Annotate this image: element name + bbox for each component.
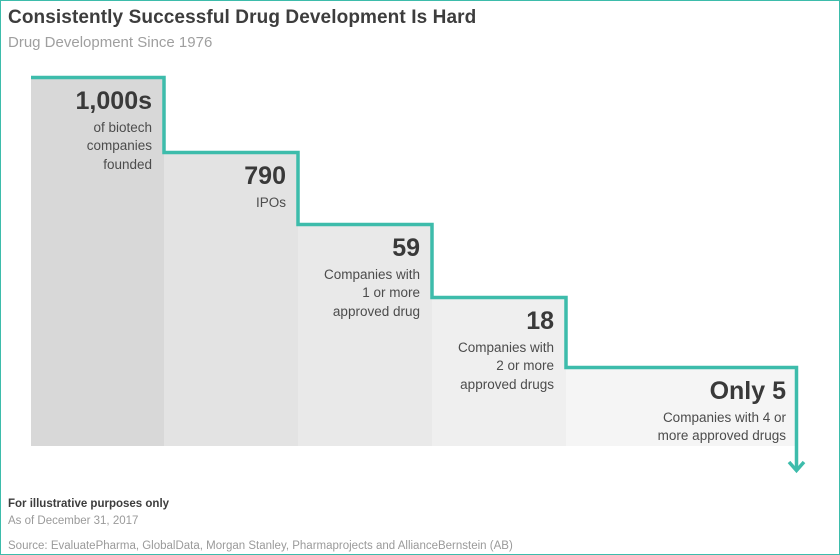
- step-value: 18: [526, 307, 554, 335]
- step-label: IPOs: [255, 194, 286, 210]
- step-value: 59: [392, 234, 420, 262]
- step-label: Companies with 4 or more approved drugs: [657, 409, 786, 444]
- step-label: Companies with 2 or more approved drugs: [457, 339, 554, 392]
- step-label: of biotech companies founded: [86, 119, 152, 172]
- funnel-step-ipos: 790 IPOs: [164, 151, 298, 446]
- funnel-step-biotech-founded: 1,000s of biotech companies founded: [31, 76, 164, 446]
- footnote-disclaimer: For illustrative purposes only: [8, 498, 170, 510]
- funnel-step-four-approved: Only 5 Companies with 4 or more approved…: [566, 366, 798, 446]
- step-value: 1,000s: [75, 87, 152, 115]
- step-value: 790: [244, 162, 286, 190]
- funnel-step-one-approved: 59 Companies with 1 or more approved dru…: [298, 223, 432, 446]
- footnote-as-of: As of December 31, 2017: [8, 515, 139, 527]
- funnel-step-two-approved: 18 Companies with 2 or more approved dru…: [432, 296, 566, 446]
- down-arrow-icon: [787, 460, 806, 474]
- footnote-source: Source: EvaluatePharma, GlobalData, Morg…: [8, 540, 513, 552]
- step-value: Only 5: [709, 377, 786, 405]
- page-subtitle: Drug Development Since 1976: [8, 34, 213, 51]
- step-label: Companies with 1 or more approved drug: [323, 266, 420, 319]
- page-title: Consistently Successful Drug Development…: [8, 7, 477, 28]
